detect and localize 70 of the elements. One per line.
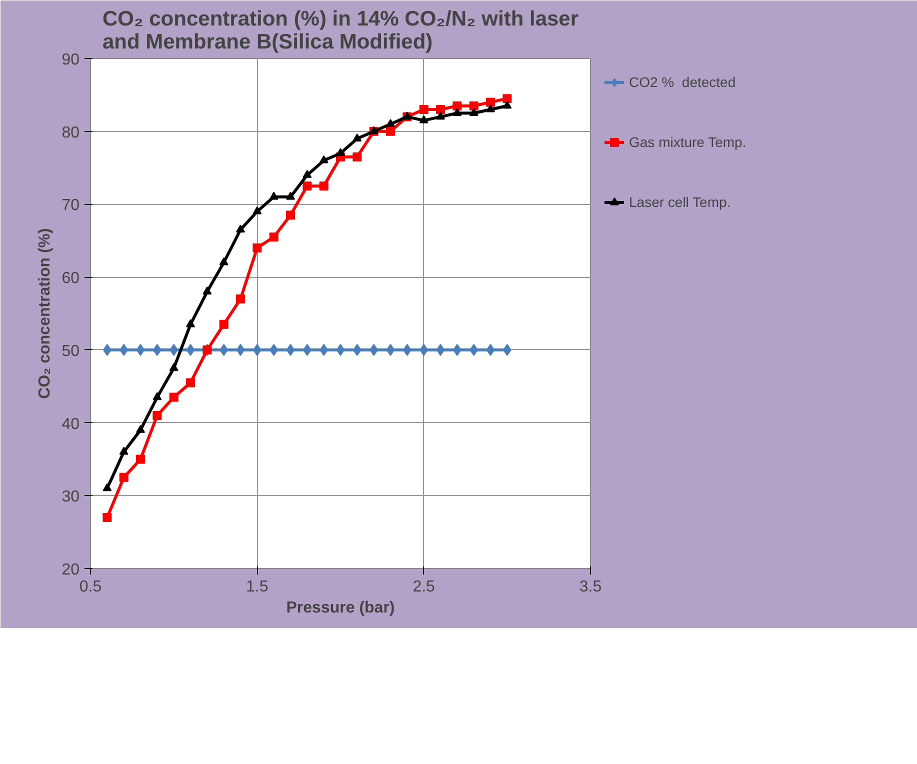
- point: [169, 363, 178, 371]
- point: [352, 134, 362, 142]
- point: [336, 148, 345, 156]
- point: [136, 454, 145, 464]
- point: [452, 101, 462, 110]
- point: [136, 424, 145, 433]
- point: [436, 112, 445, 120]
- y-tick-label: 80: [62, 124, 80, 142]
- point: [236, 294, 245, 304]
- x-axis-title: Pressure (bar): [286, 600, 395, 616]
- x-tick-label: 1.5: [246, 578, 268, 596]
- point: [269, 192, 278, 200]
- y-tick-label: 60: [62, 270, 80, 288]
- point: [302, 182, 312, 190]
- point: [502, 100, 512, 109]
- point: [386, 344, 395, 356]
- point: [236, 344, 245, 356]
- point: [419, 115, 428, 124]
- point: [486, 98, 495, 107]
- point: [119, 472, 128, 482]
- x-tick-label: 0.5: [79, 578, 102, 596]
- legend-label: Laser cell Temp.: [629, 194, 731, 210]
- point: [469, 101, 478, 110]
- legend-label: Gas mixture Temp.: [629, 134, 746, 150]
- point: [152, 392, 162, 400]
- y-tick-label: 50: [62, 342, 80, 360]
- x-tick-label: 3.5: [579, 578, 602, 596]
- point: [502, 94, 512, 104]
- point: [219, 257, 228, 266]
- point: [436, 105, 445, 114]
- point: [302, 170, 312, 178]
- point: [102, 483, 112, 492]
- point: [269, 232, 278, 242]
- x-tick-label: 2.5: [412, 578, 436, 596]
- point: [436, 344, 445, 356]
- point: [102, 513, 112, 522]
- point: [236, 224, 245, 233]
- point: [486, 104, 495, 112]
- point: [419, 105, 428, 114]
- point: [169, 392, 178, 402]
- point: [252, 206, 262, 214]
- point: [352, 152, 362, 162]
- point: [186, 344, 195, 356]
- point: [386, 126, 395, 136]
- point: [252, 243, 262, 252]
- point: [202, 286, 212, 294]
- y-tick-label: 40: [62, 416, 80, 433]
- point: [286, 192, 295, 200]
- point: [186, 378, 195, 388]
- point: [186, 319, 195, 328]
- point: [469, 108, 478, 116]
- chart-title: CO₂ concentration (%) in 14% CO₂/N₂ with laser and Membrane B(Silica Modified): [102, 8, 579, 54]
- y-tick-label: 30: [62, 488, 80, 506]
- point: [386, 118, 395, 127]
- y-tick-label: 20: [62, 562, 80, 578]
- y-axis-title: CO₂ concentration (%): [36, 228, 54, 399]
- point: [452, 108, 462, 116]
- point: [152, 411, 162, 420]
- y-tick-label: 70: [62, 197, 80, 214]
- point: [319, 182, 328, 190]
- legend-label: CO2 % detected: [629, 74, 736, 90]
- point: [319, 155, 328, 164]
- point: [336, 344, 345, 356]
- point: [286, 210, 295, 220]
- point: [486, 344, 495, 356]
- point: [119, 446, 128, 455]
- point: [136, 344, 145, 356]
- y-tick-label: 90: [62, 52, 80, 68]
- point: [286, 344, 295, 356]
- point: [219, 320, 228, 329]
